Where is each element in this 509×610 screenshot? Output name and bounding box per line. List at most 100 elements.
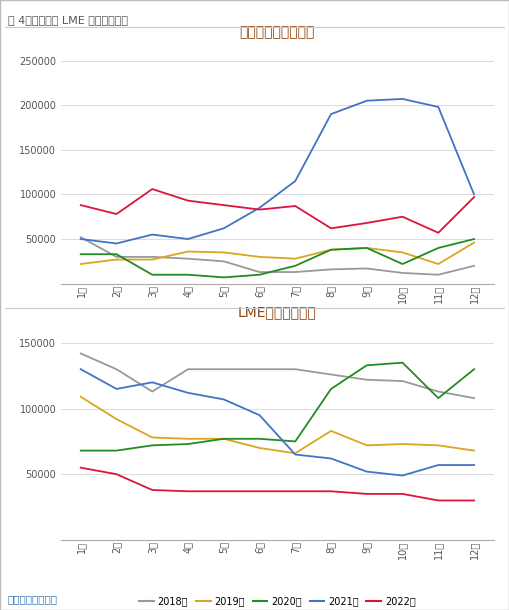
2021年 xyxy=(257,204,263,212)
2021年 xyxy=(78,365,84,373)
2021年 xyxy=(292,178,298,185)
2020年 xyxy=(114,251,120,258)
2020年 xyxy=(328,246,334,253)
2021年 xyxy=(292,451,298,458)
2022年 xyxy=(78,464,84,472)
2022年 xyxy=(78,201,84,209)
2019年 xyxy=(78,260,84,268)
2020年 xyxy=(292,438,298,445)
2018年 xyxy=(435,271,441,278)
2021年 xyxy=(400,95,406,102)
Title: 上期所铅库存（吨）: 上期所铅库存（吨） xyxy=(240,25,315,39)
2019年 xyxy=(328,246,334,253)
2022年 xyxy=(257,206,263,213)
2021年 xyxy=(257,412,263,419)
2022年 xyxy=(328,487,334,495)
2022年 xyxy=(292,487,298,495)
2022年 xyxy=(149,185,155,193)
2019年 xyxy=(364,442,370,449)
2019年 xyxy=(292,450,298,457)
2019年 xyxy=(471,447,477,454)
2018年 xyxy=(328,371,334,378)
2020年 xyxy=(78,251,84,258)
2020年 xyxy=(114,447,120,454)
2021年 xyxy=(221,224,227,232)
2021年 xyxy=(185,235,191,243)
2019年 xyxy=(78,393,84,400)
2018年 xyxy=(292,268,298,276)
Text: 图 4：上期所和 LME 铅库存（吨）: 图 4：上期所和 LME 铅库存（吨） xyxy=(8,15,128,25)
2021年 xyxy=(328,110,334,118)
2018年 xyxy=(221,365,227,373)
2022年 xyxy=(435,497,441,504)
2018年 xyxy=(78,350,84,357)
2022年 xyxy=(435,229,441,237)
2020年 xyxy=(185,440,191,448)
2022年 xyxy=(221,201,227,209)
2018年 xyxy=(78,234,84,241)
Legend: 2018年, 2019年, 2020年, 2021年, 2022年: 2018年, 2019年, 2020年, 2021年, 2022年 xyxy=(135,592,419,610)
2021年 xyxy=(400,472,406,479)
2018年 xyxy=(435,388,441,395)
2019年 xyxy=(221,435,227,442)
2018年 xyxy=(292,365,298,373)
Legend: 2018年, 2019年, 2020年, 2021年, 2022年: 2018年, 2019年, 2020年, 2021年, 2022年 xyxy=(135,342,419,359)
2021年 xyxy=(221,396,227,403)
2019年 xyxy=(185,435,191,442)
Line: 2022年: 2022年 xyxy=(81,468,474,500)
2020年 xyxy=(185,271,191,278)
Line: 2019年: 2019年 xyxy=(81,243,474,264)
2022年 xyxy=(328,224,334,232)
Line: 2021年: 2021年 xyxy=(81,369,474,476)
2020年 xyxy=(471,235,477,243)
Title: LME铅库存（吨）: LME铅库存（吨） xyxy=(238,306,317,320)
2018年 xyxy=(185,365,191,373)
2022年 xyxy=(364,220,370,227)
2018年 xyxy=(257,268,263,276)
2019年 xyxy=(185,248,191,255)
2022年 xyxy=(114,210,120,218)
2022年 xyxy=(221,487,227,495)
2021年 xyxy=(435,103,441,110)
2022年 xyxy=(114,470,120,478)
2020年 xyxy=(221,435,227,442)
2022年 xyxy=(471,497,477,504)
2018年 xyxy=(114,365,120,373)
2022年 xyxy=(364,490,370,498)
2020年 xyxy=(400,260,406,268)
2021年 xyxy=(471,191,477,198)
2019年 xyxy=(364,244,370,251)
Line: 2019年: 2019年 xyxy=(81,396,474,453)
2019年 xyxy=(149,256,155,263)
2020年 xyxy=(221,274,227,281)
2018年 xyxy=(471,262,477,270)
2019年 xyxy=(257,444,263,451)
2018年 xyxy=(221,257,227,265)
Line: 2022年: 2022年 xyxy=(81,189,474,233)
2021年 xyxy=(185,389,191,396)
2020年 xyxy=(435,244,441,251)
2019年 xyxy=(400,440,406,448)
2018年 xyxy=(257,365,263,373)
2022年 xyxy=(471,193,477,201)
2022年 xyxy=(257,487,263,495)
2020年 xyxy=(400,359,406,367)
2018年 xyxy=(400,378,406,385)
2019年 xyxy=(435,260,441,268)
2022年 xyxy=(185,197,191,204)
2022年 xyxy=(400,490,406,498)
2021年 xyxy=(364,97,370,104)
2019年 xyxy=(400,249,406,256)
2018年 xyxy=(364,265,370,272)
2019年 xyxy=(471,239,477,246)
2022年 xyxy=(185,487,191,495)
2020年 xyxy=(149,442,155,449)
2018年 xyxy=(328,266,334,273)
2019年 xyxy=(292,255,298,262)
2020年 xyxy=(78,447,84,454)
2022年 xyxy=(149,486,155,493)
2019年 xyxy=(149,434,155,441)
Line: 2020年: 2020年 xyxy=(81,363,474,451)
Line: 2018年: 2018年 xyxy=(81,237,474,274)
2018年 xyxy=(185,255,191,262)
